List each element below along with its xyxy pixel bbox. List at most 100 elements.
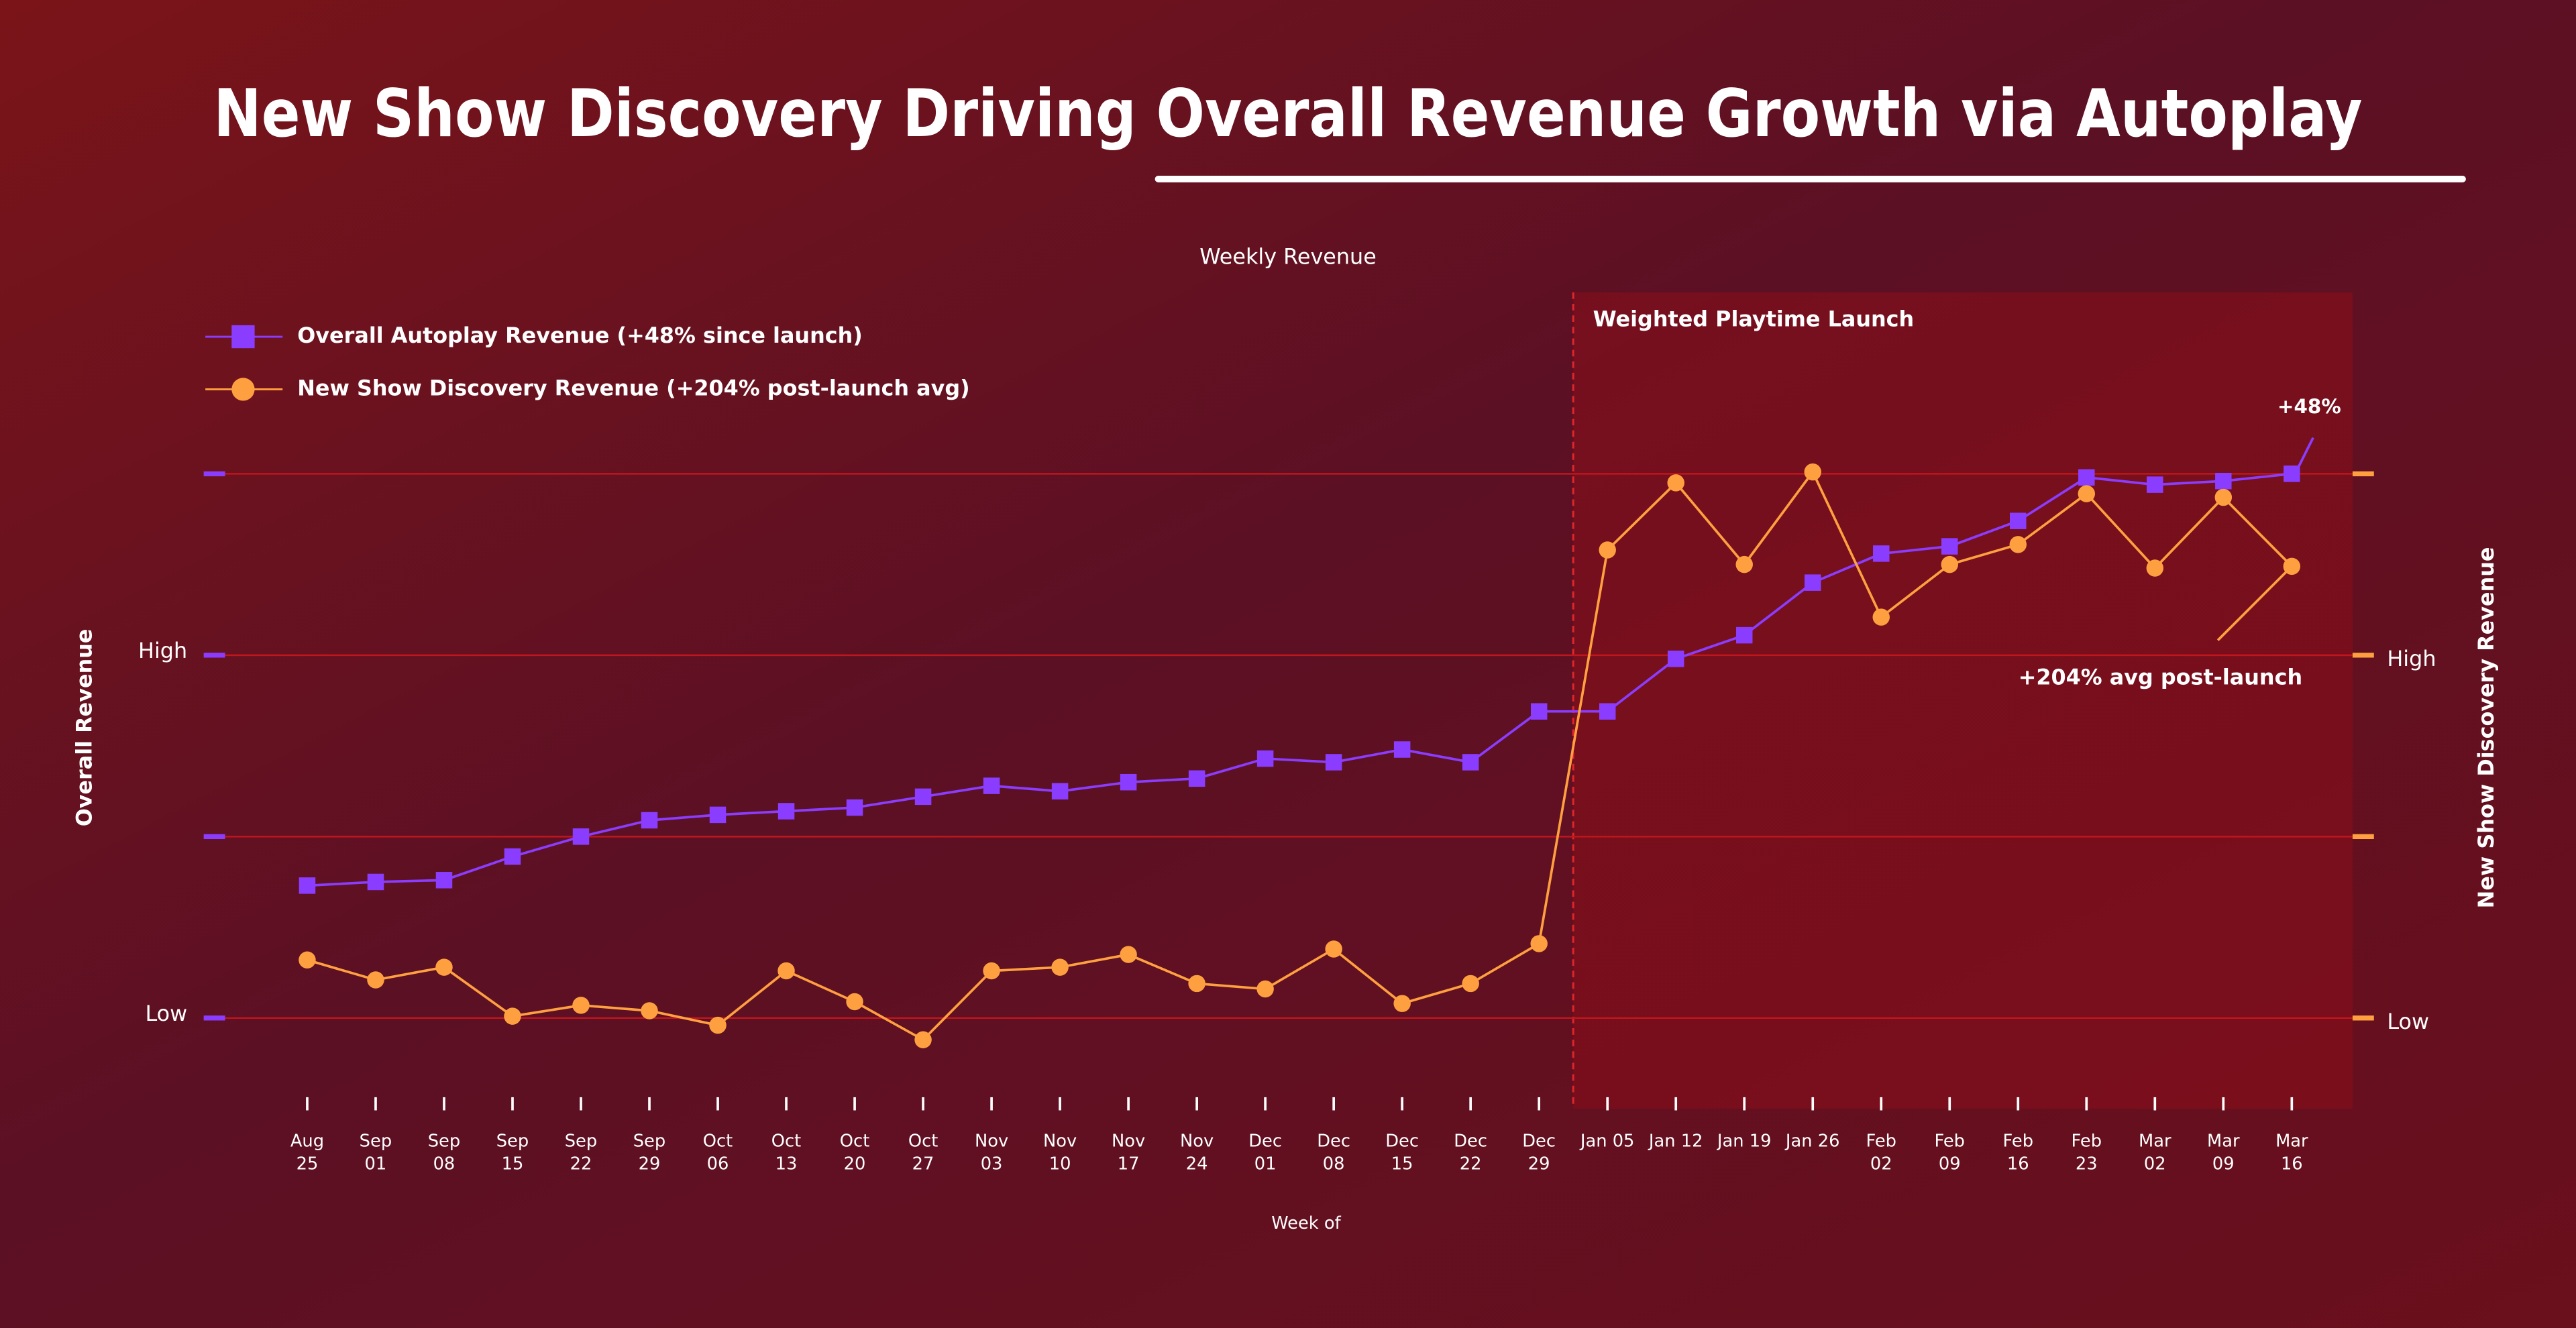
marker [914, 788, 932, 806]
x-tick-label-box: Dec 01 [1248, 1131, 1282, 1174]
marker [1188, 770, 1205, 787]
x-tick-label-box: Nov 03 [974, 1131, 1009, 1175]
x-tick-label-box: Nov 24 [1180, 1131, 1214, 1175]
x-tick-label: Feb 16 [2002, 1131, 2034, 1175]
marker [1667, 474, 1684, 492]
y-axis-label: Overall Revenue [71, 628, 97, 826]
marker [367, 873, 384, 891]
annotation: +48% [2277, 395, 2341, 418]
marker [1462, 975, 1479, 993]
marker [983, 962, 1000, 980]
annotation-line [2297, 437, 2314, 468]
x-tick-label-box: Jan 19 [1717, 1131, 1772, 1151]
marker [914, 1031, 932, 1049]
marker [1941, 538, 1958, 555]
x-tick-label-box: Oct 13 [771, 1131, 801, 1174]
x-axis-label: Week of [1271, 1213, 1341, 1233]
marker [1188, 975, 1205, 993]
x-tick-label-box: Aug 25 [290, 1131, 325, 1175]
marker [1735, 555, 1753, 573]
x-tick-label: Dec 15 [1385, 1131, 1419, 1175]
marker [983, 777, 1000, 794]
y2-tick-label: High [2387, 646, 2436, 671]
marker [1941, 555, 1958, 573]
legend-label: Overall Autoplay Revenue (+48% since lau… [297, 323, 863, 348]
x-tick-label: Sep 29 [633, 1131, 666, 1175]
x-tick-label-box: Nov 10 [1042, 1131, 1077, 1175]
x-tick-label-box: Dec 08 [1317, 1131, 1350, 1174]
marker [1051, 783, 1069, 799]
marker [709, 806, 727, 824]
x-tick-label-box: Sep 22 [564, 1131, 598, 1175]
marker [299, 951, 316, 969]
marker [709, 1016, 727, 1034]
marker [1051, 958, 1069, 976]
x-tick-label-box: Dec 22 [1454, 1131, 1487, 1174]
marker [1325, 754, 1342, 771]
marker [2010, 512, 2027, 529]
marker [2215, 472, 2232, 490]
x-tick-label-box: Mar 09 [2207, 1131, 2240, 1174]
x-tick-label-box: Feb 16 [2002, 1131, 2034, 1175]
legend-marker [231, 378, 255, 401]
marker [1872, 608, 1890, 626]
x-tick-label: Nov 10 [1042, 1131, 1077, 1175]
x-tick-label-box: Feb 02 [1866, 1131, 1897, 1175]
subtitle: Weekly Revenue [1199, 243, 1377, 269]
marker [1735, 626, 1753, 644]
marker [1325, 940, 1342, 958]
marker [504, 848, 521, 865]
marker [777, 962, 795, 980]
x-tick-label: Mar 16 [2275, 1131, 2308, 1175]
marker [1393, 741, 1411, 758]
chart-title: New Show Discovery Driving Overall Reven… [213, 76, 2362, 152]
x-tick-label: Mar 02 [2139, 1131, 2171, 1175]
x-tick-label: Sep 15 [496, 1131, 529, 1175]
x-tick-label-box: Oct 20 [839, 1131, 870, 1175]
marker [846, 799, 863, 816]
x-tick-label: Oct 27 [908, 1131, 938, 1175]
marker [846, 993, 863, 1011]
marker [1667, 651, 1684, 667]
launch-region [1573, 292, 2353, 1109]
x-tick-label-box: Sep 08 [428, 1131, 460, 1174]
legend-label: New Show Discovery Revenue (+204% post-l… [297, 375, 969, 400]
x-tick-label: Dec 29 [1522, 1131, 1556, 1175]
y2-axis-label: New Show Discovery Revenue [2473, 547, 2499, 908]
marker [1462, 754, 1479, 771]
x-tick-label-box: Mar 02 [2139, 1131, 2171, 1175]
marker [2147, 476, 2163, 493]
y2-tick-label: Low [2387, 1009, 2429, 1034]
y-tick-label: High [138, 638, 187, 663]
marker [1256, 750, 1274, 767]
x-tick-label-box: Oct 06 [703, 1131, 733, 1174]
x-tick-label-box: Dec 29 [1522, 1131, 1556, 1175]
x-tick-label: Nov 03 [974, 1131, 1009, 1175]
x-tick-label-box: Sep 29 [633, 1131, 666, 1175]
x-tick-label: Sep 22 [564, 1131, 598, 1175]
marker [1393, 995, 1411, 1012]
marker [1599, 541, 1616, 559]
marker [435, 958, 453, 976]
x-tick-label: Aug 25 [290, 1131, 325, 1175]
x-tick-label: Feb 02 [1866, 1131, 1897, 1175]
marker [572, 997, 590, 1014]
x-tick-label-box: Jan 05 [1580, 1131, 1635, 1151]
marker [435, 872, 453, 889]
x-tick-label: Jan 26 [1785, 1131, 1840, 1152]
x-tick-label: Nov 24 [1180, 1131, 1214, 1175]
marker [641, 812, 658, 829]
marker [572, 828, 590, 845]
annotation: +204% avg post-launch [2019, 664, 2302, 689]
x-tick-label: Oct 20 [839, 1131, 870, 1175]
x-tick-label-box: Dec 15 [1385, 1131, 1419, 1175]
x-tick-label: Feb 23 [2071, 1131, 2102, 1175]
x-tick-label: Nov 17 [1112, 1131, 1146, 1175]
marker [777, 803, 795, 820]
marker [1873, 545, 1890, 562]
x-tick-label-box: Jan 26 [1785, 1131, 1840, 1152]
marker [1804, 574, 1821, 591]
legend-marker [231, 325, 255, 349]
